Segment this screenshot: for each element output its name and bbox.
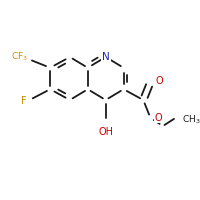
Text: O: O <box>155 113 163 123</box>
Text: F: F <box>21 96 27 106</box>
Text: N: N <box>102 52 110 62</box>
Text: OH: OH <box>98 127 113 137</box>
Text: CF$_3$: CF$_3$ <box>11 51 28 63</box>
Text: CH$_3$: CH$_3$ <box>182 113 200 126</box>
Text: O: O <box>155 76 163 86</box>
